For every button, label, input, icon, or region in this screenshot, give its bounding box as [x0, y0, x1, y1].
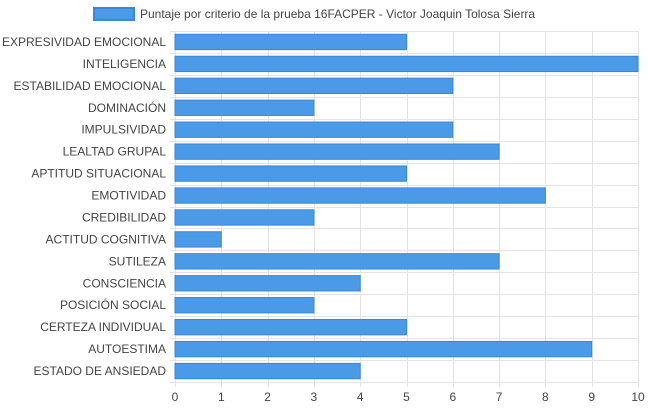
- bar-4[interactable]: [174, 99, 315, 116]
- bar-10[interactable]: [174, 231, 222, 248]
- y-tick-label: SUTILEZA: [109, 254, 166, 268]
- y-tick-label: ESTADO DE ANSIEDAD: [34, 364, 167, 378]
- chart-bars: [174, 33, 639, 380]
- bar-6[interactable]: [174, 143, 500, 160]
- x-tick-label: 9: [588, 390, 595, 404]
- bar-16[interactable]: [174, 362, 361, 380]
- y-tick-label: POSICIÓN SOCIAL: [60, 297, 166, 312]
- bar-14[interactable]: [174, 318, 407, 336]
- y-tick-label: APTITUD SITUACIONAL: [31, 167, 166, 181]
- x-tick-label: 6: [449, 390, 456, 404]
- x-tick-label: 1: [218, 390, 225, 404]
- x-tick-label: 5: [403, 390, 410, 404]
- bar-7[interactable]: [174, 165, 407, 182]
- bar-5[interactable]: [174, 121, 454, 138]
- y-tick-label: ACTITUD COGNITIVA: [46, 232, 166, 246]
- y-tick-label: CERTEZA INDIVIDUAL: [40, 320, 166, 334]
- y-tick-label: CREDIBILIDAD: [82, 210, 166, 224]
- x-tick-label: 3: [311, 390, 318, 404]
- bar-12[interactable]: [174, 275, 361, 292]
- bar-2[interactable]: [174, 55, 639, 73]
- x-tick-label: 2: [264, 390, 271, 404]
- y-tick-label: CONSCIENCIA: [83, 276, 166, 290]
- y-tick-label: IMPULSIVIDAD: [81, 123, 166, 137]
- bar-1[interactable]: [174, 33, 407, 51]
- bar-15[interactable]: [174, 340, 593, 358]
- x-axis-labels: 0 1 2 3 4 5 6 7 8 9 10: [172, 390, 645, 404]
- y-tick-label: AUTOESTIMA: [88, 342, 166, 356]
- y-tick-label: LEALTAD GRUPAL: [63, 145, 167, 159]
- y-tick-label: DOMINACIÓN: [88, 100, 166, 115]
- bar-9[interactable]: [174, 209, 315, 226]
- y-tick-label: INTELIGENCIA: [83, 57, 166, 71]
- y-axis-labels: EXPRESIVIDAD EMOCIONAL INTELIGENCIA ESTABI…: [2, 35, 166, 378]
- y-tick-label: EMOTIVIDAD: [91, 189, 166, 203]
- bar-13[interactable]: [174, 297, 315, 314]
- x-tick-label: 4: [357, 390, 364, 404]
- legend-label: Puntaje por criterio de la prueba 16FACP…: [140, 7, 535, 21]
- x-tick-label: 7: [496, 390, 503, 404]
- bar-8[interactable]: [174, 187, 546, 204]
- y-tick-label: ESTABILIDAD EMOCIONAL: [14, 79, 167, 93]
- chart-legend[interactable]: Puntaje por criterio de la prueba 16FACP…: [93, 7, 535, 21]
- x-tick-label: 10: [631, 390, 645, 404]
- legend-swatch: [93, 7, 135, 21]
- y-tick-label: EXPRESIVIDAD EMOCIONAL: [2, 35, 166, 49]
- bar-11[interactable]: [174, 253, 500, 270]
- bar-3[interactable]: [174, 77, 454, 95]
- x-tick-label: 8: [542, 390, 549, 404]
- x-tick-label: 0: [172, 390, 179, 404]
